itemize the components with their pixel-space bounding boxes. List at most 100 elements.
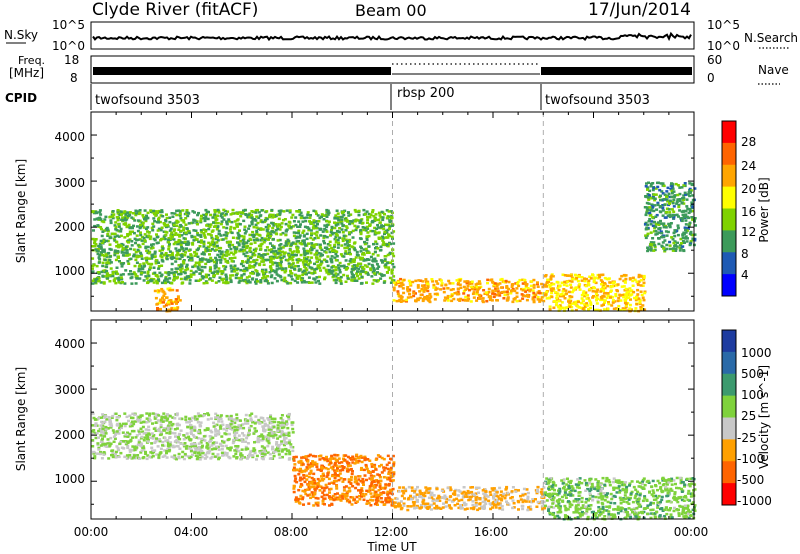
velocity-cell: [278, 435, 282, 438]
velocity-cell: [220, 448, 224, 451]
power-cell: [310, 242, 314, 245]
power-cell: [414, 299, 417, 302]
velocity-cell: [244, 445, 248, 449]
power-cell: [275, 256, 279, 259]
power-cell: [245, 241, 249, 244]
velocity-cell: [148, 414, 151, 417]
velocity-cell: [185, 432, 189, 435]
power-cell: [682, 202, 686, 205]
power-cell: [173, 271, 177, 274]
power-cell: [306, 213, 310, 216]
power-cell: [199, 239, 203, 242]
power-cell: [647, 202, 651, 205]
power-cell: [279, 225, 283, 229]
velocity-cell: [189, 431, 193, 434]
power-cell: [600, 297, 604, 300]
power-cell: [666, 214, 670, 217]
power-cell: [170, 282, 174, 285]
power-cell: [565, 280, 569, 284]
power-cell: [349, 213, 353, 216]
power-cell: [164, 225, 168, 229]
power-cell: [644, 234, 648, 237]
power-cell: [442, 290, 446, 294]
power-cell: [411, 280, 415, 284]
power-cell: [682, 184, 686, 187]
velocity-cell: [291, 449, 295, 453]
power-cell: [691, 218, 695, 221]
power-cell: [245, 246, 249, 250]
power-cell: [670, 189, 674, 192]
power-cell: [164, 281, 167, 285]
power-cell: [182, 262, 186, 265]
power-cell: [401, 283, 405, 287]
power-cell: [184, 223, 188, 226]
power-cell: [357, 209, 361, 213]
power-cell: [100, 270, 104, 274]
power-cell: [189, 275, 193, 279]
power-cell: [269, 267, 273, 270]
power-cell: [234, 212, 238, 215]
power-cell: [270, 281, 274, 285]
power-cell: [380, 225, 383, 229]
power-cell: [160, 252, 164, 255]
velocity-cell: [160, 417, 164, 420]
power-cell: [147, 234, 151, 237]
power-cell: [143, 271, 146, 274]
power-cell: [472, 296, 476, 299]
velocity-cell: [156, 429, 160, 432]
power-cell: [372, 268, 376, 271]
power-cell: [145, 249, 149, 253]
power-cell: [140, 239, 144, 242]
power-cell: [157, 279, 161, 283]
power-cell: [270, 261, 274, 264]
power-cell: [642, 281, 646, 285]
power-cell: [142, 265, 146, 268]
power-cell: [683, 226, 687, 229]
power-cell: [594, 296, 598, 299]
power-cell: [222, 265, 226, 268]
velocity-cell: [309, 496, 313, 500]
power-cell: [146, 272, 150, 275]
power-cell: [396, 292, 400, 296]
power-cell: [260, 236, 264, 240]
velocity-cell: [305, 478, 309, 481]
power-cell: [117, 278, 121, 281]
power-cell: [115, 277, 119, 280]
power-cell: [138, 238, 142, 241]
power-cell: [409, 284, 413, 287]
velocity-cell: [233, 432, 237, 435]
velocity-cell: [93, 418, 97, 421]
power-cell: [184, 268, 188, 272]
velocity-cell: [128, 432, 132, 436]
power-cell: [635, 295, 638, 299]
power-cell: [252, 235, 256, 239]
power-cell: [243, 232, 247, 235]
velocity-cell: [259, 416, 263, 419]
velocity-cell: [186, 455, 190, 458]
power-cell: [170, 268, 174, 271]
power-cell: [543, 275, 547, 278]
power-cell: [261, 257, 265, 261]
power-cell: [247, 213, 251, 216]
power-cell: [313, 253, 317, 256]
power-cell: [211, 258, 215, 262]
velocity-cell: [257, 440, 261, 444]
velocity-cell: [267, 426, 271, 429]
velocity-cell: [326, 473, 330, 477]
power-cell: [297, 257, 301, 261]
power-cell: [644, 236, 648, 240]
power-cell: [347, 214, 351, 217]
power-cell: [320, 254, 323, 257]
velocity-cell: [188, 417, 191, 420]
power-cell: [574, 300, 578, 304]
power-cell: [223, 257, 227, 261]
power-cell: [586, 281, 590, 284]
power-cell: [147, 262, 151, 266]
velocity-cell: [263, 424, 267, 428]
power-cell: [339, 280, 343, 283]
power-cell: [259, 248, 263, 251]
velocity-cell: [217, 420, 221, 423]
velocity-cell: [152, 427, 156, 430]
power-cell: [182, 219, 186, 222]
power-cell: [641, 304, 645, 307]
